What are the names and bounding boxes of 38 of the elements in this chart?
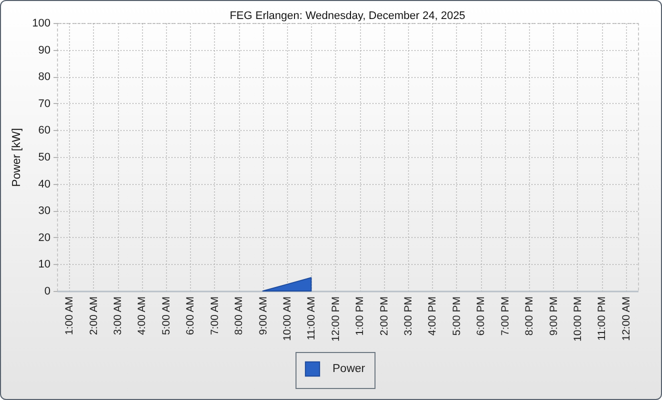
chart-title: FEG Erlangen: Wednesday, December 24, 2025: [230, 10, 466, 22]
y-tick-label: 0: [44, 286, 50, 298]
x-tick-label: 10:00 PM: [572, 296, 584, 342]
x-tick-label: 4:00 PM: [426, 296, 439, 336]
y-tick-label: 50: [38, 152, 50, 164]
x-tick-label: 3:00 AM: [112, 296, 124, 336]
x-tick-label: 9:00 AM: [257, 296, 270, 336]
x-tick-label: 5:00 AM: [160, 296, 172, 336]
x-tick-label: 11:00 AM: [306, 296, 318, 340]
x-tick-label: 6:00 PM: [475, 296, 488, 336]
y-tick-label: 10: [38, 258, 50, 271]
y-tick-label: 20: [38, 232, 50, 244]
y-tick-label: 100: [32, 18, 50, 30]
x-tick-label: 7:00 PM: [499, 296, 512, 336]
x-tick-label: 12:00 PM: [330, 296, 342, 342]
x-tick-label: 10:00 AM: [281, 296, 294, 341]
x-tick-label: 8:00 PM: [524, 296, 536, 336]
y-tick-label: 40: [38, 178, 50, 190]
y-tick-label: 60: [38, 124, 50, 137]
x-tick-label: 11:00 PM: [596, 296, 608, 341]
x-tick-label: 6:00 AM: [184, 296, 197, 336]
x-tick-label: 4:00 AM: [136, 296, 148, 336]
x-tick-label: 3:00 PM: [402, 296, 415, 336]
x-tick-label: 1:00 PM: [354, 296, 366, 336]
x-tick-label: 2:00 PM: [378, 296, 390, 336]
x-tick-label: 8:00 AM: [233, 296, 246, 336]
legend-label: Power: [332, 363, 366, 375]
x-tick-label: 12:00 AM: [620, 296, 632, 341]
y-tick-label: 30: [38, 205, 50, 218]
x-tick-label: 9:00 PM: [548, 296, 560, 336]
y-tick-label: 90: [38, 44, 50, 56]
y-tick-label: 70: [38, 98, 50, 110]
x-tick-label: 7:00 AM: [208, 296, 221, 336]
x-tick-label: 2:00 AM: [88, 296, 100, 336]
x-tick-label: 1:00 AM: [64, 296, 76, 336]
y-tick-label: 80: [38, 71, 50, 84]
y-axis-title: Power [kW]: [11, 128, 24, 187]
x-tick-label: 5:00 PM: [450, 296, 463, 336]
